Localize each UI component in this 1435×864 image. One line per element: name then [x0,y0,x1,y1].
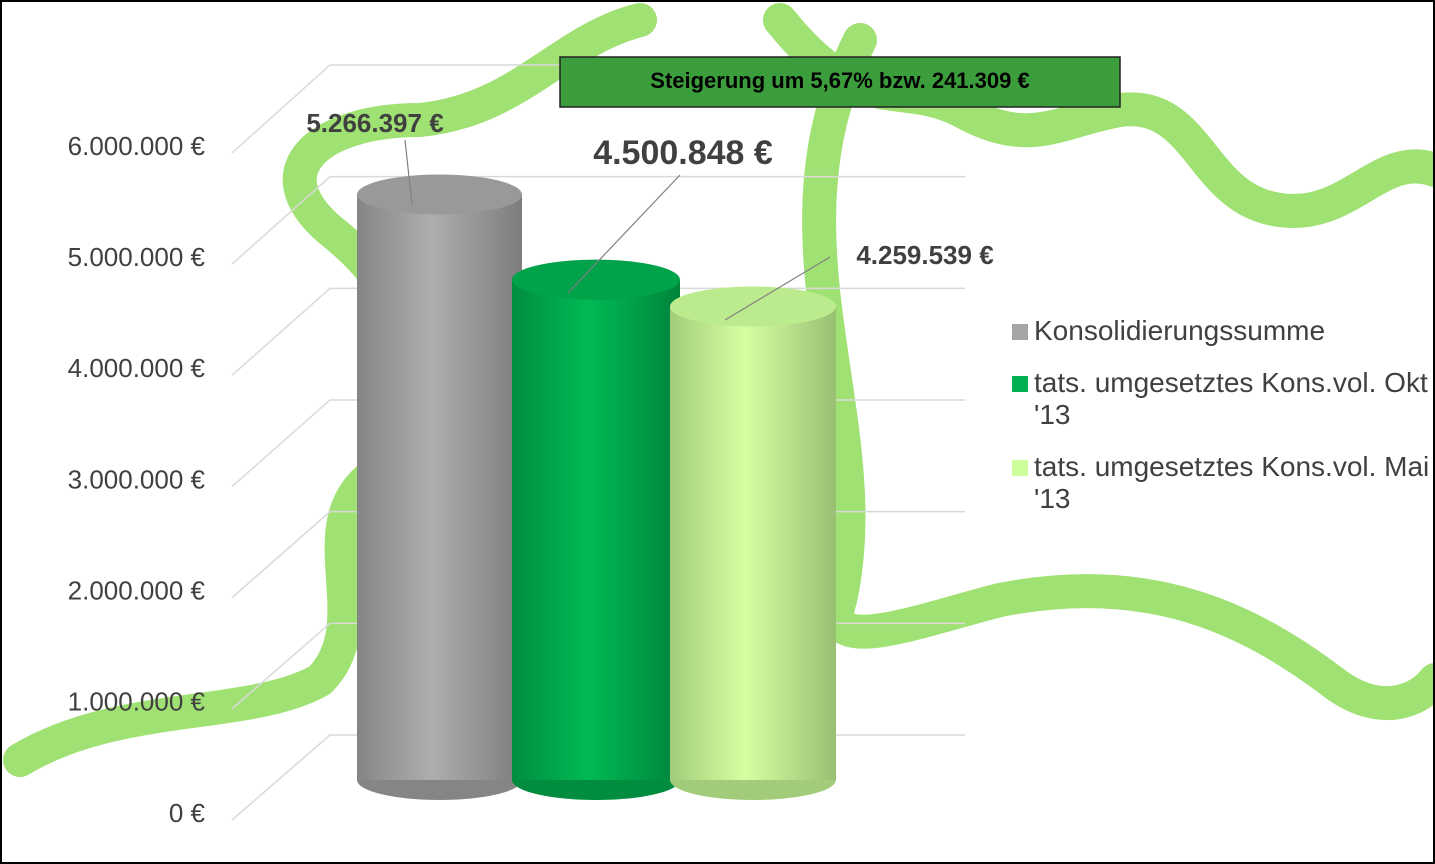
annotation: Steigerung um 5,67% bzw. 241.309 € [650,68,1029,93]
value-label: 5.266.397 € [306,108,443,138]
legend-item: tats. umgesetztes Kons.vol. Mai '13 [1012,451,1432,515]
legend-label: tats. umgesetztes Kons.vol. Mai '13 [1034,451,1432,515]
legend-item: tats. umgesetztes Kons.vol. Okt '13 [1012,367,1432,431]
y-tick-label: 1.000.000 € [68,687,206,717]
legend-swatch [1012,324,1028,340]
legend: Konsolidierungssumme tats. umgesetztes Ko… [1012,315,1432,535]
bar-top [670,286,836,326]
legend-item: Konsolidierungssumme [1012,315,1432,347]
value-label: 4.500.848 € [593,134,773,172]
y-tick-label: 6.000.000 € [68,131,206,161]
legend-label: Konsolidierungssumme [1034,315,1325,347]
legend-swatch [1012,376,1028,392]
y-tick-label: 3.000.000 € [68,464,206,494]
bar-top [512,260,680,300]
bar [512,280,680,780]
y-tick-label: 4.000.000 € [68,353,206,383]
legend-label: tats. umgesetztes Kons.vol. Okt '13 [1034,367,1432,431]
bar-top [357,175,522,215]
legend-swatch [1012,460,1028,476]
y-tick-label: 2.000.000 € [68,576,206,606]
bar [357,195,522,780]
y-tick-label: 0 € [169,798,206,828]
value-label: 4.259.539 € [856,240,993,270]
page: 0 € 1.000.000 € 2.000.000 € 3.000.000 € 4.00… [0,0,1435,864]
bar [670,306,836,780]
y-tick-label: 5.000.000 € [68,242,206,272]
